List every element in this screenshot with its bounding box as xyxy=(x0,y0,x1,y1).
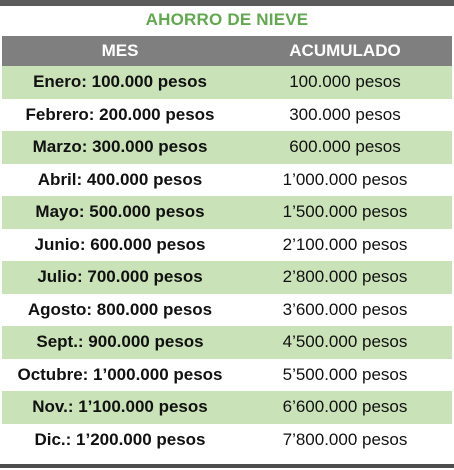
table-row: Febrero: 200.000 pesos 300.000 pesos xyxy=(2,98,452,131)
cell-mes: Febrero: 200.000 pesos xyxy=(2,98,238,131)
table-row: Enero: 100.000 pesos 100.000 pesos xyxy=(2,66,452,99)
cell-mes: Enero: 100.000 pesos xyxy=(2,66,238,99)
header-row: MES ACUMULADO xyxy=(2,36,452,66)
table-row: Octubre: 1’000.000 pesos 5’500.000 pesos xyxy=(2,358,452,391)
cell-acumulado: 3’600.000 pesos xyxy=(238,293,452,326)
bottom-rule xyxy=(0,464,454,468)
cell-mes: Octubre: 1’000.000 pesos xyxy=(2,358,238,391)
savings-table: MES ACUMULADO Enero: 100.000 pesos 100.0… xyxy=(2,36,452,456)
table-row: Junio: 600.000 pesos 2’100.000 pesos xyxy=(2,228,452,261)
cell-acumulado: 2’800.000 pesos xyxy=(238,261,452,294)
cell-acumulado: 1’000.000 pesos xyxy=(238,163,452,196)
cell-acumulado: 100.000 pesos xyxy=(238,66,452,99)
cell-mes: Mayo: 500.000 pesos xyxy=(2,196,238,229)
table-row: Marzo: 300.000 pesos 600.000 pesos xyxy=(2,131,452,164)
table-row: Mayo: 500.000 pesos 1’500.000 pesos xyxy=(2,196,452,229)
top-rule xyxy=(0,0,454,6)
cell-acumulado: 2’100.000 pesos xyxy=(238,228,452,261)
header-acumulado: ACUMULADO xyxy=(238,36,452,66)
cell-acumulado: 1’500.000 pesos xyxy=(238,196,452,229)
cell-acumulado: 300.000 pesos xyxy=(238,98,452,131)
cell-mes: Julio: 700.000 pesos xyxy=(2,261,238,294)
table-row: Abril: 400.000 pesos 1’000.000 pesos xyxy=(2,163,452,196)
header-mes: MES xyxy=(2,36,238,66)
table-row: Julio: 700.000 pesos 2’800.000 pesos xyxy=(2,261,452,294)
cell-acumulado: 5’500.000 pesos xyxy=(238,358,452,391)
cell-acumulado: 6’600.000 pesos xyxy=(238,391,452,424)
cell-acumulado: 7’800.000 pesos xyxy=(238,423,452,456)
table-row: Agosto: 800.000 pesos 3’600.000 pesos xyxy=(2,293,452,326)
table-row: Sept.: 900.000 pesos 4’500.000 pesos xyxy=(2,326,452,359)
cell-mes: Marzo: 300.000 pesos xyxy=(2,131,238,164)
cell-mes: Agosto: 800.000 pesos xyxy=(2,293,238,326)
cell-mes: Sept.: 900.000 pesos xyxy=(2,326,238,359)
cell-mes: Nov.: 1’100.000 pesos xyxy=(2,391,238,424)
table-row: Nov.: 1’100.000 pesos 6’600.000 pesos xyxy=(2,391,452,424)
table-row: Dic.: 1’200.000 pesos 7’800.000 pesos xyxy=(2,423,452,456)
table-title: AHORRO DE NIEVE xyxy=(145,10,309,29)
cell-mes: Abril: 400.000 pesos xyxy=(2,163,238,196)
cell-mes: Junio: 600.000 pesos xyxy=(2,228,238,261)
cell-acumulado: 4’500.000 pesos xyxy=(238,326,452,359)
cell-mes: Dic.: 1’200.000 pesos xyxy=(2,423,238,456)
cell-acumulado: 600.000 pesos xyxy=(238,131,452,164)
